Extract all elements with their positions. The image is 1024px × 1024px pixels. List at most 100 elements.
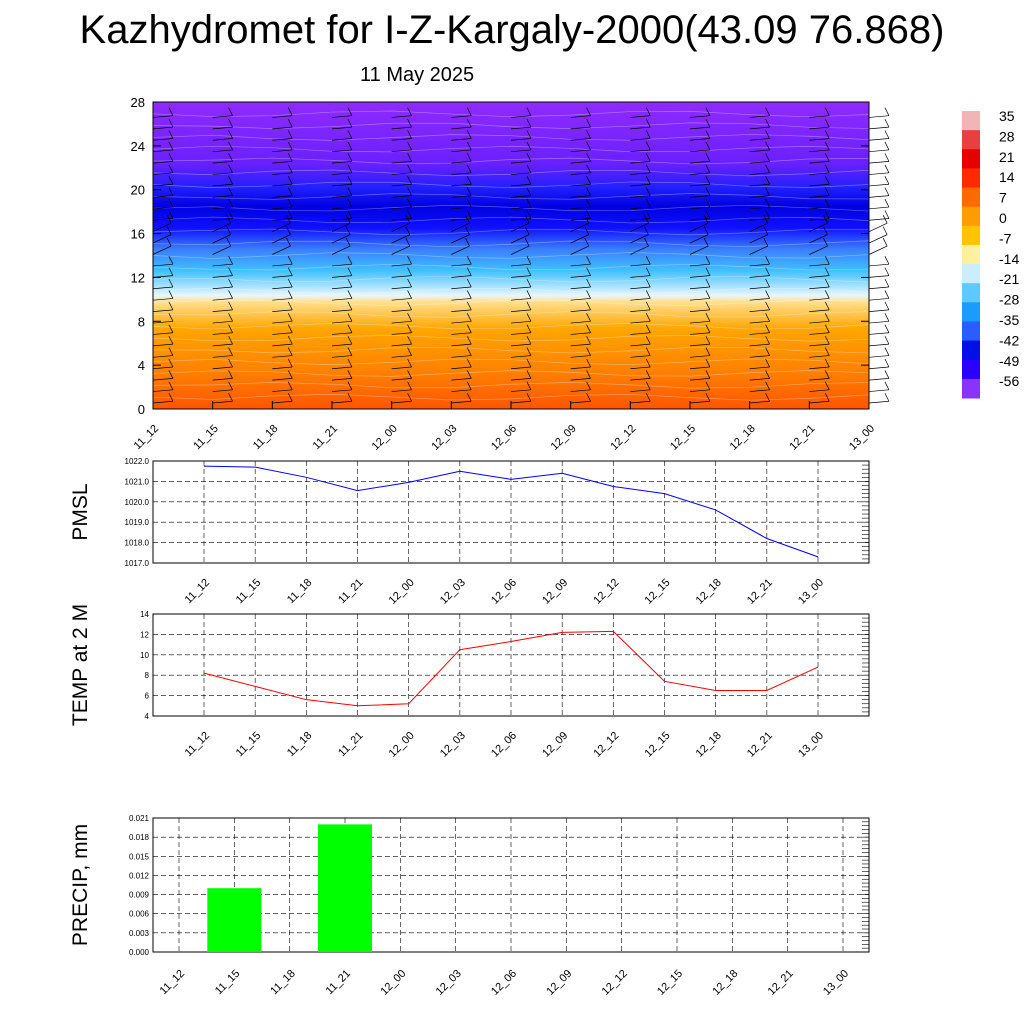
wind-barb	[152, 198, 174, 210]
wind-barb-flag	[228, 324, 233, 333]
wind-barb-flag	[645, 176, 651, 185]
wind-barb-shaft	[809, 366, 830, 370]
contour-line	[152, 145, 870, 153]
wind-barb-flag	[407, 393, 412, 402]
wind-barb-shaft	[272, 161, 293, 164]
wind-barb-flag	[645, 130, 651, 139]
wind-barb-shaft	[331, 355, 352, 358]
wind-barb	[809, 107, 830, 118]
wind-barb	[809, 347, 830, 358]
colorbar-label: -21	[999, 271, 1019, 287]
wind-barb-shaft	[689, 222, 709, 232]
wind-barb-shaft	[749, 389, 770, 392]
wind-barb-shaft	[868, 343, 889, 347]
wind-barb	[809, 176, 830, 187]
wind-barb-flag	[228, 187, 233, 196]
wind-barb	[391, 335, 412, 347]
x-tick-label: 12_06	[489, 968, 519, 998]
wind-barb	[391, 198, 412, 210]
wind-barb-shaft	[451, 355, 472, 358]
wind-barb-flag	[705, 381, 711, 390]
contour-line	[152, 134, 870, 141]
wind-barb-flag	[168, 164, 174, 173]
wind-barb-flag	[466, 141, 472, 151]
wind-barb	[510, 107, 532, 118]
wind-barb-shaft	[570, 183, 591, 187]
colorbar-label: 28	[999, 128, 1015, 144]
wind-barb	[510, 237, 530, 255]
wind-barb-shaft	[868, 389, 889, 392]
wind-barb-flag	[526, 256, 532, 265]
wind-barb	[331, 187, 353, 198]
wind-barb	[868, 215, 888, 232]
wind-barb-flag	[705, 130, 711, 139]
wind-barb-flag	[526, 187, 532, 196]
wind-barb	[212, 267, 233, 278]
wind-barb	[689, 215, 709, 232]
wind-barb-shaft	[749, 234, 768, 244]
wind-barb	[749, 256, 770, 267]
wind-barb-shaft	[272, 309, 293, 312]
wind-barb-flag	[884, 164, 890, 173]
wind-barb-flag	[705, 278, 711, 288]
wind-barb	[212, 130, 233, 141]
wind-barb-flag	[703, 237, 709, 247]
wind-barb-shaft	[868, 309, 889, 312]
wind-barb	[570, 278, 591, 290]
wind-barb-flag	[168, 141, 174, 151]
x-tick-label: 12_00	[370, 423, 400, 453]
wind-barb-flag	[228, 347, 233, 356]
wind-barb-flag	[824, 141, 830, 151]
wind-barb-flag	[765, 130, 770, 139]
wind-barb-flag	[705, 256, 711, 265]
wind-barb	[749, 226, 769, 244]
wind-barb-shaft	[391, 389, 412, 392]
wind-barb-shaft	[451, 400, 472, 404]
wind-barb-flag	[824, 278, 830, 288]
wind-barb	[749, 237, 769, 255]
wind-barb-shaft	[749, 309, 770, 312]
wind-barb	[331, 176, 353, 187]
wind-barb-flag	[405, 237, 411, 247]
wind-barb	[868, 358, 890, 370]
wind-barb	[689, 153, 711, 164]
wind-barb-flag	[405, 226, 411, 235]
wind-barb-flag	[168, 130, 174, 139]
wind-barb-shaft	[630, 366, 651, 370]
wind-barb-shaft	[630, 149, 651, 153]
wind-barb	[212, 393, 233, 404]
wind-barb	[868, 237, 888, 255]
contour-line	[152, 370, 870, 377]
wind-barb-shaft	[510, 366, 531, 370]
x-tick-label: 11_18	[251, 423, 281, 453]
wind-barb	[868, 130, 890, 141]
wind-barb-flag	[765, 141, 770, 151]
wind-barb	[272, 107, 293, 118]
wind-barb-flag	[765, 198, 770, 208]
wind-barb	[272, 215, 291, 232]
wind-barb-shaft	[272, 286, 293, 290]
wind-barb	[451, 130, 472, 141]
wind-barb-shaft	[630, 234, 649, 244]
wind-barb-flag	[765, 256, 770, 265]
wind-barb-shaft	[868, 378, 889, 381]
wind-barb-shaft	[152, 263, 173, 267]
wind-barb-flag	[586, 347, 591, 356]
wind-barb	[451, 335, 472, 347]
wind-barb-shaft	[272, 320, 293, 324]
wind-barb	[272, 393, 293, 404]
wind-barb-shaft	[152, 378, 173, 381]
wind-barb	[630, 358, 651, 370]
wind-barb-flag	[765, 187, 770, 196]
wind-barb-shaft	[212, 115, 233, 118]
wind-barb-flag	[584, 226, 590, 235]
wind-barb	[331, 256, 353, 267]
wind-barb-flag	[884, 153, 890, 162]
wind-barb-flag	[287, 313, 293, 322]
wind-barb-shaft	[809, 343, 830, 347]
wind-barb-shaft	[749, 195, 770, 198]
wind-barb	[152, 393, 174, 404]
wind-barb-shaft	[868, 115, 889, 118]
wind-barb-flag	[228, 164, 233, 173]
wind-barb-shaft	[272, 218, 293, 221]
